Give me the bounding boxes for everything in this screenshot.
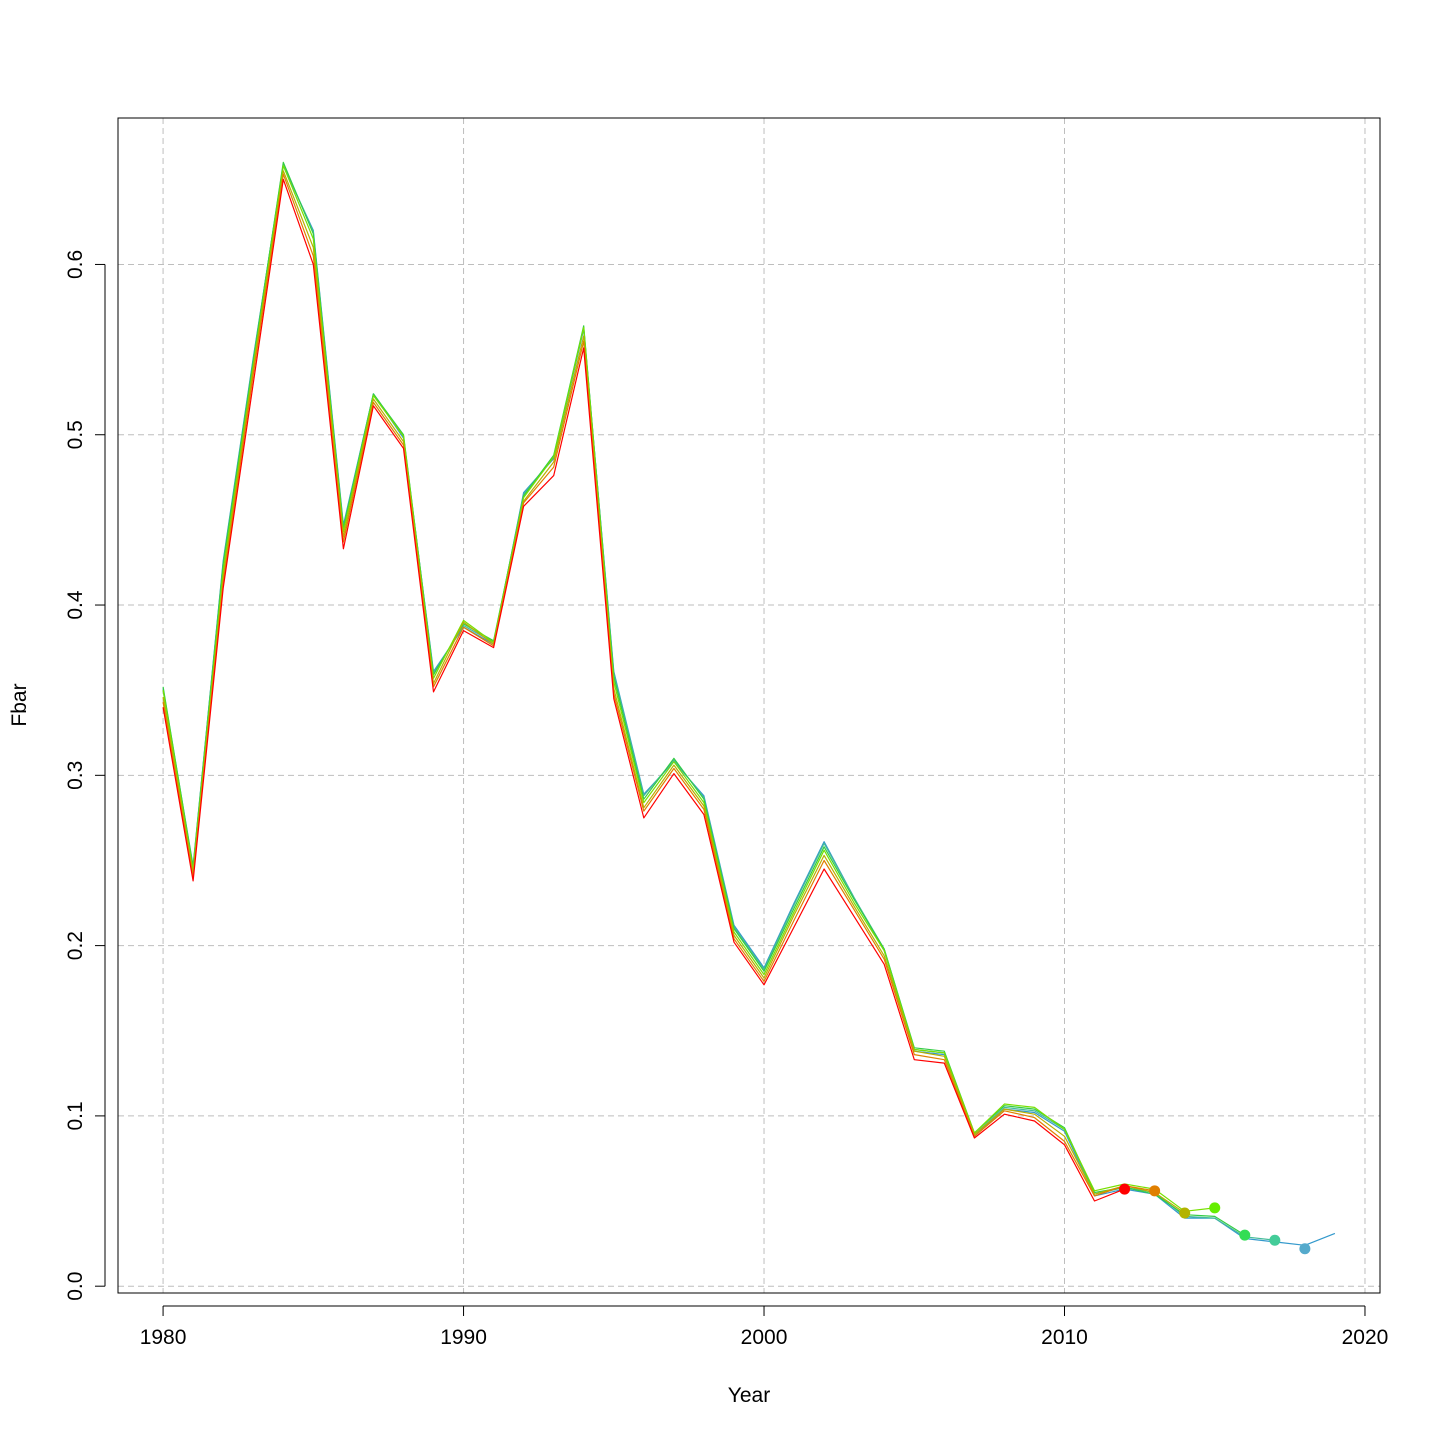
series-line-5	[162, 161, 1246, 1236]
series-line-7	[162, 165, 1336, 1246]
y-axis-title: Fbar	[8, 683, 31, 726]
endpoint-markers	[1119, 1183, 1311, 1255]
plot-frame	[117, 117, 1381, 1294]
x-axis-title: Year	[728, 1384, 770, 1407]
x-tick-label: 1990	[440, 1326, 487, 1349]
endpoint-marker-2017	[1269, 1234, 1281, 1246]
series-line-1	[162, 178, 1125, 1202]
x-tick-label: 2020	[1342, 1326, 1389, 1349]
endpoint-marker-2015	[1209, 1202, 1221, 1214]
series-line-3	[162, 170, 1186, 1214]
x-axis: 1980 1990 2000 2010 2020	[140, 1305, 1389, 1349]
x-tick-label: 2010	[1041, 1326, 1088, 1349]
endpoint-marker-2014	[1179, 1207, 1191, 1219]
y-tick-label: 0.4	[64, 590, 87, 620]
y-axis: 0.0 0.1 0.2 0.3 0.4 0.5 0.6	[64, 250, 106, 1301]
endpoint-marker-2018	[1299, 1243, 1311, 1255]
grid-lines	[118, 118, 1380, 1293]
y-tick-label: 0.0	[64, 1272, 87, 1301]
series-layer	[162, 161, 1336, 1246]
y-tick-label: 0.2	[64, 931, 87, 960]
endpoint-marker-2013	[1149, 1185, 1161, 1197]
y-tick-label: 0.5	[64, 420, 87, 449]
endpoint-marker-2016	[1239, 1229, 1251, 1241]
x-tick-label: 1980	[140, 1326, 187, 1349]
y-tick-label: 0.1	[64, 1101, 87, 1130]
y-tick-label: 0.6	[64, 250, 87, 279]
endpoint-marker-2012	[1119, 1183, 1131, 1195]
y-tick-label: 0.3	[64, 761, 87, 790]
series-line-2	[162, 173, 1155, 1197]
x-tick-label: 2000	[741, 1326, 788, 1349]
series-line-6	[162, 163, 1275, 1241]
